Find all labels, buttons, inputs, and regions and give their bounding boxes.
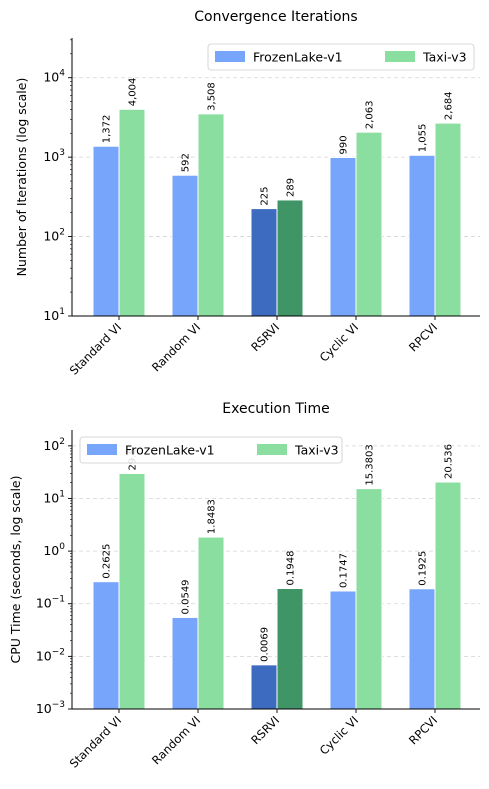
legend-entry: FrozenLake-v1 bbox=[125, 443, 215, 458]
y-axis-label: Number of Iterations (log scale) bbox=[14, 78, 29, 277]
x-tick-label: Cyclic VI bbox=[317, 320, 361, 364]
chart-title: Execution Time bbox=[222, 401, 329, 417]
y-tick-label: 101 bbox=[43, 489, 65, 505]
bar bbox=[408, 154, 436, 317]
data-label: 990 bbox=[339, 135, 350, 154]
bar bbox=[355, 488, 383, 710]
bar bbox=[92, 145, 120, 317]
bar bbox=[171, 616, 199, 710]
data-label: 2,684 bbox=[444, 91, 455, 120]
x-tick-label: RPCVI bbox=[406, 713, 440, 747]
legend: FrozenLake-v1 Taxi-v3 bbox=[207, 43, 475, 71]
data-label: 1,372 bbox=[102, 115, 113, 144]
bar bbox=[118, 473, 146, 710]
legend-frame bbox=[79, 436, 343, 464]
x-tick-label: Random VI bbox=[149, 713, 203, 767]
bar bbox=[276, 199, 304, 317]
legend-swatch bbox=[87, 444, 117, 455]
bar bbox=[197, 536, 225, 710]
x-tick-label: Standard VI bbox=[67, 713, 124, 770]
bar bbox=[118, 108, 146, 317]
y-tick-label: 10−2 bbox=[36, 647, 65, 663]
bar bbox=[329, 156, 357, 317]
legend-entry: Taxi-v3 bbox=[422, 50, 467, 65]
bar bbox=[92, 581, 120, 710]
data-label: 225 bbox=[260, 187, 271, 206]
data-label: 592 bbox=[181, 153, 192, 172]
bar bbox=[250, 664, 278, 710]
x-tick-label: RPCVI bbox=[406, 320, 440, 354]
data-label: 15.3803 bbox=[365, 444, 376, 485]
bar bbox=[171, 174, 199, 317]
y-tick-label: 101 bbox=[43, 307, 65, 323]
data-label: 4,004 bbox=[128, 78, 139, 107]
legend: FrozenLake-v1 Taxi-v3 bbox=[79, 436, 343, 464]
bar bbox=[329, 590, 357, 710]
data-label: 289 bbox=[286, 178, 297, 197]
y-tick-label: 100 bbox=[43, 542, 65, 558]
y-axis-label: CPU Time (seconds, log scale) bbox=[8, 476, 23, 664]
bar bbox=[434, 481, 462, 710]
x-tick-label: Standard VI bbox=[67, 320, 124, 377]
data-label: 1,055 bbox=[418, 124, 429, 153]
y-tick-label: 102 bbox=[43, 228, 65, 244]
data-label: 0.0549 bbox=[181, 579, 192, 614]
x-tick-label: RSRVI bbox=[248, 320, 282, 354]
bar bbox=[250, 208, 278, 317]
data-label: 3,508 bbox=[207, 82, 218, 111]
x-tick-label: Cyclic VI bbox=[317, 713, 361, 757]
data-label: 0.0069 bbox=[260, 627, 271, 662]
y-tick-label: 102 bbox=[43, 437, 65, 453]
y-tick-label: 10−1 bbox=[36, 595, 65, 611]
legend-entry: FrozenLake-v1 bbox=[253, 50, 343, 65]
data-label: 0.1925 bbox=[418, 551, 429, 586]
cpu-time-chart: Execution Time 10−3 10−2 10−1 100 101 102 CPU T… bbox=[8, 401, 480, 771]
y-tick-label: 10−3 bbox=[36, 700, 65, 716]
x-tick-label: Random VI bbox=[149, 320, 203, 374]
x-tick-label: RSRVI bbox=[248, 713, 282, 747]
data-label: 1.8483 bbox=[207, 499, 218, 534]
data-label: 2,063 bbox=[365, 101, 376, 130]
bar bbox=[276, 587, 304, 710]
data-label: 0.2625 bbox=[102, 544, 113, 579]
data-label: 20.536 bbox=[444, 444, 455, 479]
y-tick-label: 104 bbox=[43, 69, 65, 85]
bar bbox=[355, 131, 383, 317]
data-label: 0.1747 bbox=[339, 553, 350, 588]
legend-entry: Taxi-v3 bbox=[294, 443, 339, 458]
iterations-chart: Convergence Iterations 101 102 103 104 Number… bbox=[14, 9, 480, 378]
data-label: 0.1948 bbox=[286, 550, 297, 585]
bar bbox=[197, 113, 225, 317]
y-tick-label: 103 bbox=[43, 148, 65, 164]
legend-swatch bbox=[215, 51, 245, 62]
legend-swatch bbox=[257, 444, 287, 455]
chart-title: Convergence Iterations bbox=[194, 9, 357, 25]
bar bbox=[434, 122, 462, 317]
bar bbox=[408, 588, 436, 710]
legend-frame bbox=[207, 43, 475, 71]
legend-swatch bbox=[385, 51, 415, 62]
